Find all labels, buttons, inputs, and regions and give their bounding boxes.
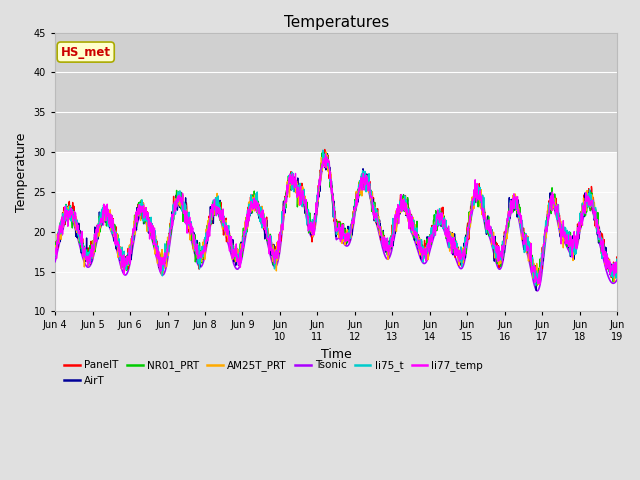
- li77_temp: [614, 264, 621, 270]
- Line: li77_temp: li77_temp: [55, 154, 618, 284]
- AirT: [118, 250, 125, 256]
- li77_temp: [536, 281, 544, 287]
- NR01_PRT: [318, 150, 326, 156]
- NR01_PRT: [533, 283, 541, 288]
- li75_t: [312, 213, 319, 219]
- X-axis label: Time: Time: [321, 348, 351, 360]
- Tsonic: [322, 157, 330, 163]
- AirT: [95, 226, 102, 232]
- li77_temp: [312, 216, 319, 222]
- Legend: PanelT, AirT, NR01_PRT, AM25T_PRT, Tsonic, li75_t, li77_temp: PanelT, AirT, NR01_PRT, AM25T_PRT, Tsoni…: [60, 356, 487, 390]
- AM25T_PRT: [323, 149, 330, 155]
- li75_t: [532, 282, 540, 288]
- AM25T_PRT: [118, 266, 125, 272]
- Line: AirT: AirT: [55, 151, 618, 290]
- li77_temp: [301, 200, 309, 205]
- NR01_PRT: [51, 240, 59, 245]
- Title: Temperatures: Temperatures: [284, 15, 389, 30]
- li77_temp: [51, 251, 59, 257]
- Line: AM25T_PRT: AM25T_PRT: [55, 152, 618, 285]
- AirT: [51, 248, 59, 253]
- li77_temp: [290, 180, 298, 186]
- li75_t: [372, 206, 380, 212]
- PanelT: [312, 215, 319, 220]
- Tsonic: [614, 276, 621, 282]
- AirT: [614, 264, 621, 270]
- AirT: [290, 178, 298, 184]
- NR01_PRT: [118, 253, 125, 259]
- li75_t: [290, 189, 298, 194]
- li75_t: [614, 268, 621, 274]
- AM25T_PRT: [290, 180, 298, 185]
- PanelT: [301, 200, 309, 206]
- NR01_PRT: [614, 268, 621, 274]
- li77_temp: [95, 222, 102, 228]
- Tsonic: [372, 217, 380, 223]
- PanelT: [372, 207, 380, 213]
- Tsonic: [290, 182, 298, 188]
- li75_t: [95, 225, 102, 231]
- li75_t: [319, 147, 327, 153]
- PanelT: [321, 146, 328, 152]
- Tsonic: [118, 265, 125, 271]
- NR01_PRT: [372, 206, 380, 212]
- li77_temp: [118, 265, 125, 271]
- NR01_PRT: [290, 176, 298, 182]
- PanelT: [290, 180, 298, 185]
- Line: PanelT: PanelT: [55, 149, 618, 285]
- PanelT: [614, 264, 621, 270]
- NR01_PRT: [312, 216, 319, 221]
- Bar: [55, 33, 618, 152]
- AM25T_PRT: [312, 216, 319, 221]
- AM25T_PRT: [95, 220, 102, 226]
- PanelT: [51, 239, 59, 245]
- PanelT: [533, 282, 541, 288]
- AirT: [319, 148, 327, 154]
- NR01_PRT: [95, 229, 102, 235]
- AM25T_PRT: [614, 256, 621, 262]
- Line: NR01_PRT: NR01_PRT: [55, 153, 618, 286]
- li75_t: [301, 200, 309, 206]
- Tsonic: [51, 259, 59, 264]
- PanelT: [95, 222, 102, 228]
- Tsonic: [301, 208, 309, 214]
- AirT: [301, 199, 309, 204]
- NR01_PRT: [301, 206, 309, 212]
- AirT: [312, 219, 319, 225]
- AM25T_PRT: [372, 218, 380, 224]
- Text: HS_met: HS_met: [61, 46, 111, 59]
- Line: Tsonic: Tsonic: [55, 160, 618, 291]
- AirT: [532, 288, 540, 293]
- AM25T_PRT: [51, 243, 59, 249]
- li77_temp: [372, 212, 380, 218]
- Line: li75_t: li75_t: [55, 150, 618, 285]
- Tsonic: [312, 223, 319, 228]
- AirT: [372, 205, 380, 211]
- Y-axis label: Temperature: Temperature: [15, 132, 28, 212]
- li77_temp: [322, 151, 330, 156]
- Tsonic: [534, 288, 541, 294]
- AM25T_PRT: [535, 282, 543, 288]
- AM25T_PRT: [301, 194, 309, 200]
- Tsonic: [95, 231, 102, 237]
- PanelT: [118, 251, 125, 256]
- li75_t: [51, 252, 59, 258]
- li75_t: [118, 258, 125, 264]
